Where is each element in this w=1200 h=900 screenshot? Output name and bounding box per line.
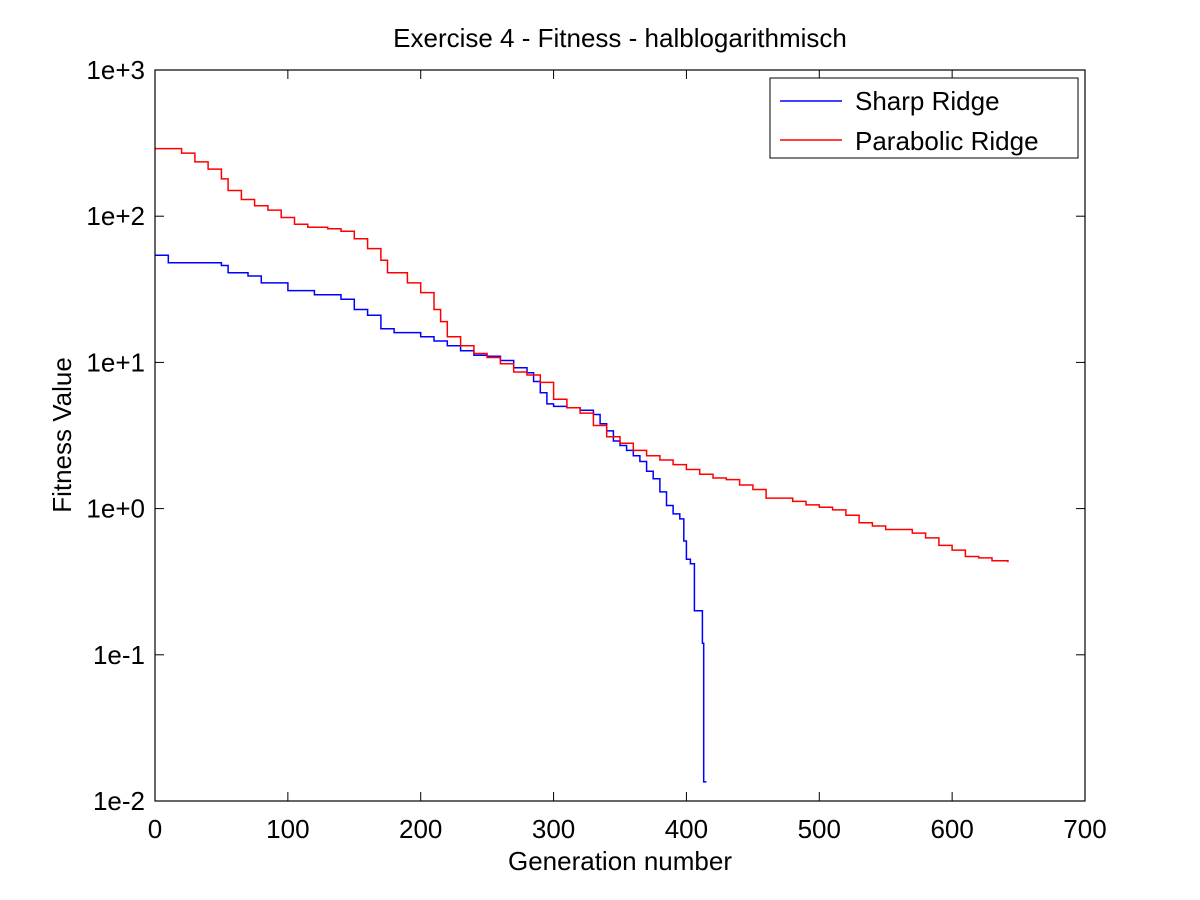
legend-box: [769, 77, 1079, 159]
series-line-sharp-ridge: [155, 254, 707, 783]
x-tick-label: 0: [148, 814, 162, 844]
x-tick-label: 500: [798, 814, 841, 844]
legend: Sharp Ridge Parabolic Ridge: [769, 77, 1079, 159]
plot-frame: [154, 69, 1086, 802]
legend-label-sharp-ridge: Sharp Ridge: [855, 86, 1000, 116]
series-line-parabolic-ridge: [155, 147, 1009, 563]
legend-label-parabolic-ridge: Parabolic Ridge: [855, 126, 1039, 156]
y-tick-label: 1e-1: [93, 640, 145, 670]
series-layer: [155, 147, 1009, 783]
x-tick-label: 200: [399, 814, 442, 844]
x-tick-label: 700: [1063, 814, 1106, 844]
y-tick-label: 1e+3: [86, 55, 145, 85]
y-tick-label: 1e+2: [86, 201, 145, 231]
y-tick-label: 1e+1: [86, 347, 145, 377]
y-tick-label: 1e-2: [93, 786, 145, 816]
x-tick-label: 600: [930, 814, 973, 844]
ticks-layer: 0 100 200 300 400 500 600 700 1e-2 1e-1 1e+0 1e+1 1e…: [86, 55, 1106, 844]
x-tick-label: 100: [266, 814, 309, 844]
y-axis-label: Fitness Value: [47, 357, 77, 513]
y-tick-label: 1e+0: [86, 494, 145, 524]
x-tick-label: 400: [665, 814, 708, 844]
x-tick-label: 300: [532, 814, 575, 844]
x-axis-label: Generation number: [508, 846, 732, 876]
chart-title: Exercise 4 - Fitness - halblogarithmisch: [393, 23, 847, 53]
